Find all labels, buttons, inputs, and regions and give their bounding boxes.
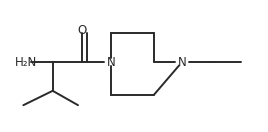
Text: N: N (107, 56, 116, 69)
Text: H₂N: H₂N (15, 56, 38, 69)
Text: O: O (77, 24, 87, 37)
Text: N: N (178, 56, 186, 69)
